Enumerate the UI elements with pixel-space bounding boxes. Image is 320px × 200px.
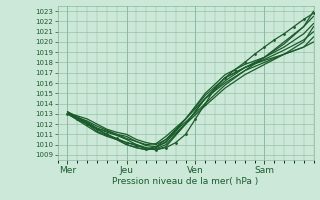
X-axis label: Pression niveau de la mer( hPa ): Pression niveau de la mer( hPa ): [112, 177, 259, 186]
